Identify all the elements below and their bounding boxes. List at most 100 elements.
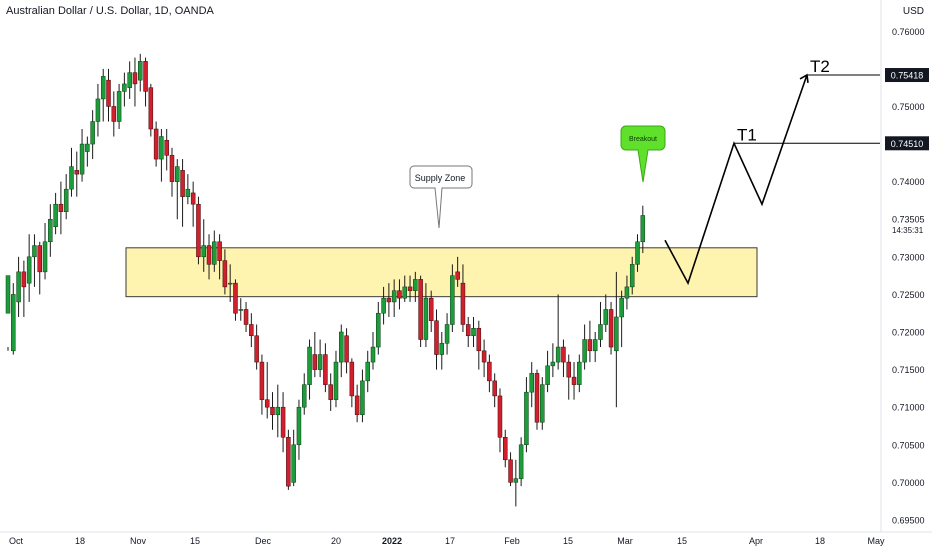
y-tick-label: 0.71000 bbox=[892, 403, 925, 413]
candle-down bbox=[264, 399, 270, 408]
x-tick-label: Mar bbox=[617, 536, 633, 546]
candle-up bbox=[307, 346, 312, 385]
candle-up bbox=[291, 444, 296, 483]
y-tick-label: 0.74000 bbox=[892, 177, 925, 187]
candle-down bbox=[164, 140, 169, 156]
candle-up bbox=[423, 297, 429, 340]
candle-up bbox=[238, 309, 244, 311]
candle-down bbox=[344, 335, 349, 363]
y-tick-label: 0.76000 bbox=[892, 27, 925, 37]
candle-down bbox=[286, 437, 291, 487]
breakout-label: Breakout bbox=[629, 136, 657, 143]
candle-up bbox=[32, 245, 37, 258]
candle-up bbox=[577, 361, 582, 385]
candle-down bbox=[487, 361, 492, 382]
y-tick-label: 0.69500 bbox=[892, 515, 925, 525]
candle-down bbox=[561, 346, 566, 363]
y-tick-label: 0.70000 bbox=[892, 478, 925, 488]
candle-down bbox=[206, 245, 212, 265]
candle-down bbox=[497, 395, 503, 438]
candle-up bbox=[26, 256, 32, 284]
supply-zone-rect bbox=[125, 247, 758, 298]
candle-down bbox=[254, 335, 259, 363]
candle-down bbox=[21, 271, 27, 288]
arrow-head bbox=[799, 73, 809, 83]
candle-down bbox=[249, 324, 254, 337]
candle-up bbox=[63, 188, 69, 212]
price-label-text: 0.74510 bbox=[891, 139, 924, 149]
candle-down bbox=[143, 61, 148, 92]
y-tick-label: 0.73505 bbox=[892, 214, 925, 224]
candle-down bbox=[180, 170, 185, 197]
candle-down bbox=[243, 309, 249, 325]
candle-up bbox=[365, 361, 370, 382]
price-label-box bbox=[885, 136, 929, 151]
candle-down bbox=[476, 327, 482, 352]
candle-up bbox=[513, 478, 519, 483]
candle-up bbox=[545, 365, 550, 385]
candle-down bbox=[328, 384, 333, 400]
candle-up bbox=[598, 324, 603, 340]
candle-down bbox=[455, 271, 460, 280]
candle-down bbox=[217, 241, 222, 261]
breakout-badge: Breakout bbox=[620, 125, 666, 183]
candle-down bbox=[481, 350, 487, 363]
candle-up bbox=[555, 346, 561, 363]
candles-group bbox=[5, 53, 646, 507]
candle-down bbox=[58, 203, 64, 212]
candle-up bbox=[376, 312, 381, 348]
candle-down bbox=[111, 106, 117, 122]
supply-zone-callout: Supply Zone bbox=[409, 165, 473, 229]
candle-up bbox=[185, 188, 191, 197]
candle-up bbox=[402, 286, 407, 299]
candle-up bbox=[592, 339, 598, 352]
candle-down bbox=[196, 203, 201, 258]
candle-down bbox=[106, 79, 111, 107]
candle-down bbox=[349, 361, 355, 397]
candle-up bbox=[360, 380, 365, 415]
candle-down bbox=[566, 361, 571, 378]
candle-down bbox=[386, 297, 392, 303]
candle-down bbox=[280, 406, 286, 438]
candle-up bbox=[301, 384, 307, 408]
candle-down bbox=[465, 324, 471, 337]
candle-up bbox=[42, 241, 48, 273]
candle-up bbox=[603, 309, 609, 325]
y-axis-ticks: 0.69500 0.70000 0.70500 0.71000 0.71500 0.720… bbox=[892, 27, 925, 526]
supply-zone-label: Supply Zone bbox=[415, 173, 466, 183]
x-tick-label: 2022 bbox=[382, 536, 402, 546]
candle-up bbox=[439, 343, 445, 355]
candle-up bbox=[296, 406, 302, 446]
currency-label: USD bbox=[902, 6, 924, 17]
candle-down bbox=[190, 192, 196, 205]
t2-label: T2 bbox=[810, 57, 830, 76]
candle-down bbox=[270, 406, 275, 415]
candle-up bbox=[635, 241, 640, 265]
price-label-text: 0.75418 bbox=[891, 71, 924, 81]
candle-down bbox=[407, 286, 413, 291]
x-tick-label: Apr bbox=[749, 536, 763, 546]
countdown-label: 14:35:31 bbox=[892, 226, 924, 235]
candle-up bbox=[529, 373, 534, 393]
candle-up bbox=[624, 286, 630, 299]
candle-down bbox=[503, 437, 508, 461]
x-tick-label: 18 bbox=[75, 536, 85, 546]
y-tick-label: 0.75000 bbox=[892, 102, 925, 112]
candle-down bbox=[37, 245, 42, 273]
badge-shape bbox=[620, 125, 666, 183]
candle-down bbox=[587, 339, 593, 352]
candle-up bbox=[540, 384, 545, 423]
x-tick-label: 17 bbox=[445, 536, 455, 546]
candle-up bbox=[471, 327, 476, 337]
x-tick-label: Nov bbox=[130, 536, 147, 546]
candle-down bbox=[233, 282, 238, 314]
candle-down bbox=[132, 72, 138, 85]
candle-down bbox=[434, 320, 439, 355]
y-tick-label: 0.73000 bbox=[892, 252, 925, 262]
candle-up bbox=[370, 346, 376, 363]
candle-down bbox=[74, 170, 80, 175]
x-axis-ticks: Oct 18 Nov 15 Dec 20 2022 17 Feb 15 Mar 15 Apr 18 May bbox=[9, 536, 885, 546]
candle-up bbox=[53, 203, 58, 228]
candle-down bbox=[418, 279, 423, 340]
